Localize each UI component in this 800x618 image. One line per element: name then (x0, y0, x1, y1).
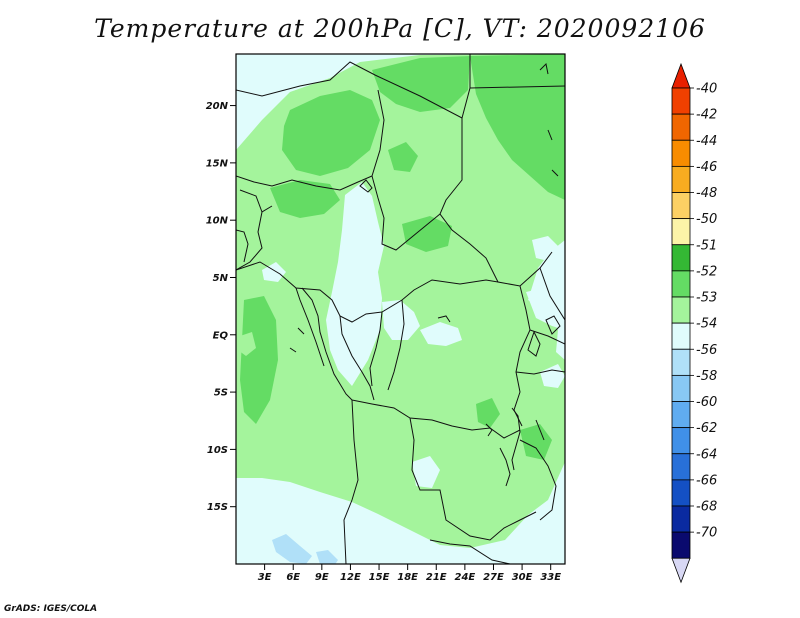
level-52-region (470, 54, 565, 200)
colorbar-label: -62 (696, 421, 717, 436)
colorbar-label: -68 (696, 500, 717, 515)
colorbar-label: -40 (696, 82, 717, 97)
level-54-region (532, 236, 560, 262)
colorbar-swatch (671, 427, 691, 455)
colorbar-swatch (671, 296, 691, 324)
latitude-axis: 20N 15N 10N 5N EQ 5S 10S 15S (206, 101, 236, 513)
lon-tick-label: 9E (315, 572, 329, 583)
colorbar-bottom-arrow (671, 557, 691, 584)
colorbar-swatch (671, 453, 691, 481)
level-54-region (420, 322, 462, 346)
lat-tick-label: 10S (207, 445, 228, 456)
colorbar-swatch (671, 374, 691, 402)
level-52-region (240, 296, 278, 424)
colorbar-label: -56 (696, 343, 717, 358)
credit-text: GrADS: IGES/COLA (4, 604, 98, 614)
colorbar-label: -66 (696, 473, 717, 488)
level-52-region (270, 180, 340, 218)
level-52-region (476, 398, 500, 428)
level-56-region (316, 550, 338, 564)
colorbar-label: -53 (696, 291, 717, 306)
level-53-region (238, 332, 256, 356)
level-54-region (326, 182, 384, 386)
colorbar-label: -50 (696, 212, 717, 227)
colorbar-swatch (671, 505, 691, 533)
colorbar-swatch (671, 270, 691, 298)
lat-tick-label: EQ (213, 330, 229, 341)
lat-tick-label: 20N (206, 101, 229, 112)
colorbar-label: -48 (696, 186, 717, 201)
lon-tick-label: 21E (426, 572, 447, 583)
colorbar-swatch (671, 139, 691, 167)
colorbar-swatch (671, 218, 691, 246)
longitude-axis: 3E 6E 9E 12E 15E 18E 21E 24E 27E 30E 33E (258, 564, 561, 583)
lon-tick-label: 18E (397, 572, 418, 583)
level-54-region (382, 300, 420, 340)
colorbar-swatch (671, 401, 691, 429)
lon-tick-label: 27E (483, 572, 504, 583)
colorbar-label: -54 (696, 317, 717, 332)
colorbar-swatch (671, 348, 691, 376)
level-54-region (412, 456, 440, 488)
level-52-region (520, 424, 552, 460)
lon-tick-label: 3E (258, 572, 272, 583)
colorbar-swatch (671, 165, 691, 193)
colorbar-swatch (671, 87, 691, 115)
colorbar-swatch (671, 479, 691, 507)
lat-tick-label: 5N (213, 273, 229, 284)
level-52-region (388, 142, 418, 172)
colorbar-swatch (671, 322, 691, 350)
colorbar-label: -70 (696, 526, 717, 541)
colorbar-label: -46 (696, 160, 717, 175)
colorbar-swatch (671, 113, 691, 141)
map-title: Temperature at 200hPa [C], VT: 202009210… (94, 14, 706, 43)
colorbar-label: -60 (696, 395, 717, 410)
colorbar-label: -51 (696, 238, 717, 253)
lon-tick-label: 30E (512, 572, 533, 583)
level-56-region (272, 534, 312, 564)
lon-tick-label: 12E (340, 572, 361, 583)
lat-tick-label: 5S (214, 388, 228, 399)
plot-frame (235, 53, 566, 565)
level-52-region (372, 56, 470, 112)
colorbar-swatch (671, 531, 691, 559)
level-54-region (540, 364, 565, 388)
colorbar-top-arrow (671, 62, 691, 89)
colorbar: -40 -42 -44 -46 -48 -50 -51 -52 -53 -54 -56 -58 -60 -… (671, 62, 717, 584)
colorbar-label: -52 (696, 264, 717, 279)
lon-tick-label: 15E (369, 572, 390, 583)
colorbar-swatch (671, 192, 691, 220)
lon-tick-label: 33E (540, 572, 561, 583)
colorbar-swatch (671, 244, 691, 272)
colorbar-label: -64 (696, 447, 717, 462)
country-borders (236, 54, 565, 564)
colorbar-label: -42 (696, 108, 717, 123)
level-52-region (402, 216, 452, 252)
level-52-region (282, 90, 380, 176)
lat-tick-label: 15N (206, 158, 229, 169)
colorbar-label: -58 (696, 369, 717, 384)
lat-tick-label: 10N (206, 216, 229, 227)
colorbar-label: -44 (696, 134, 717, 149)
lat-tick-label: 15S (207, 502, 228, 513)
lon-tick-label: 24E (454, 572, 475, 583)
lon-tick-label: 6E (286, 572, 300, 583)
